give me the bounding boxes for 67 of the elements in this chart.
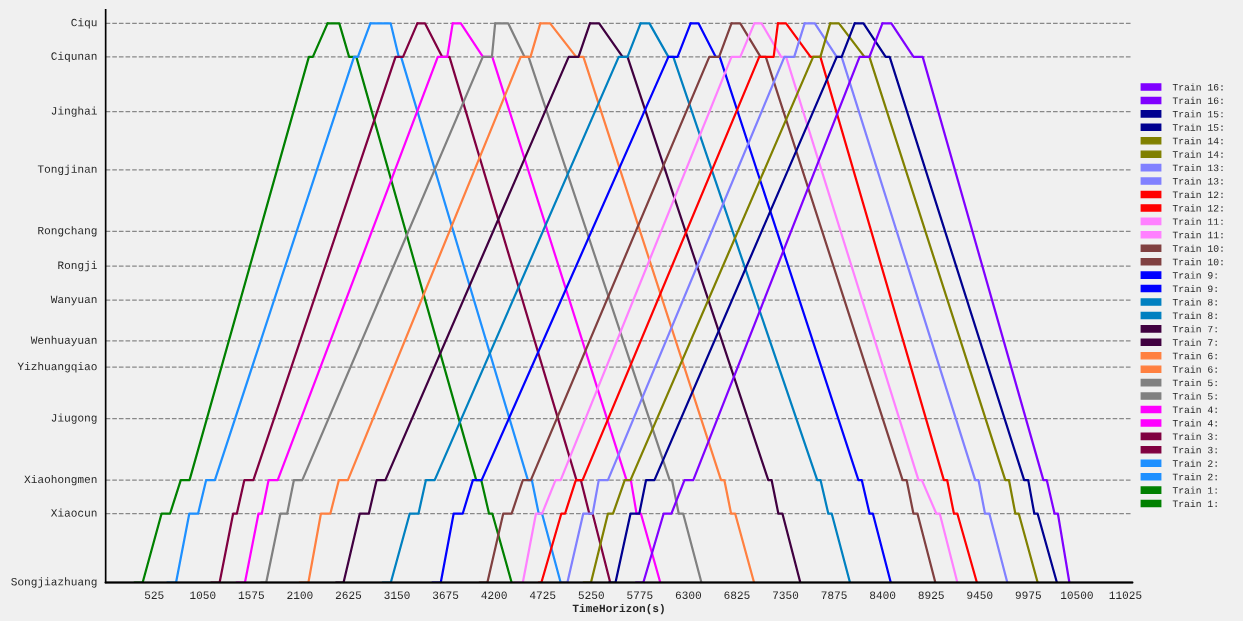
legend-label: Train 1:: [1172, 486, 1217, 494]
x-tick-label: 1050: [190, 591, 216, 599]
x-tick-label: 4725: [529, 591, 556, 599]
legend-label: Train 4:: [1172, 405, 1217, 414]
x-tick-label: 3675: [432, 591, 459, 599]
legend-label: Train 9:: [1172, 284, 1217, 293]
legend-label: Train 11:: [1172, 217, 1223, 225]
legend-label: Train 10:: [1172, 244, 1223, 252]
legend-label: Train 8:: [1172, 311, 1217, 319]
ref-line-label: Yizhuangqiao: [17, 362, 97, 373]
ref-line-label: Ciqu: [71, 18, 97, 29]
ref-line-label: Xiaohongmen: [24, 475, 97, 486]
x-tick-label: 2625: [335, 591, 362, 599]
legend-label: Train 12:: [1172, 204, 1223, 212]
x-tick-label: 10500: [1061, 591, 1093, 599]
legend-label: Train 1:: [1172, 499, 1217, 508]
legend-label: Train 15:: [1172, 123, 1223, 131]
ref-line-label: Xiaocun: [50, 508, 97, 517]
legend-label: Train 3:: [1172, 432, 1217, 440]
legend-label: Train 4:: [1172, 419, 1217, 427]
legend-label: Train 7:: [1172, 325, 1217, 333]
ref-line-label: Tongjinan: [37, 164, 97, 176]
legend-label: Train 2:: [1172, 459, 1217, 467]
x-tick-label: 525: [144, 591, 164, 599]
legend-label: Train 7:: [1172, 338, 1217, 346]
x-tick-label: 7350: [773, 591, 799, 599]
legend-label: Train 6:: [1172, 365, 1217, 373]
legend-label: Train 14:: [1172, 150, 1223, 158]
legend-label: Train 2:: [1172, 473, 1217, 481]
ref-line-label: Rongji: [58, 260, 97, 272]
legend-label: Train 5:: [1172, 379, 1217, 387]
ref-line-label: Wanyuan: [50, 295, 97, 306]
x-tick-label: 8400: [870, 591, 896, 599]
x-tick-label: 9450: [967, 591, 993, 599]
x-tick-label: 4200: [481, 591, 507, 599]
x-tick-label: 1575: [238, 591, 264, 599]
legend-label: Train 9:: [1172, 271, 1217, 279]
x-tick-label: 7875: [821, 591, 847, 599]
legend-label: Train 8:: [1172, 298, 1217, 306]
x-tick-label: 9975: [1015, 591, 1041, 599]
legend-label: Train 13:: [1172, 164, 1223, 172]
legend-label: Train 16:: [1172, 83, 1223, 91]
legend-label: Train 11:: [1172, 231, 1223, 239]
legend-label: Train 15:: [1172, 110, 1223, 118]
legend-label: Train 12:: [1172, 190, 1223, 199]
legend-label: Train 6:: [1172, 352, 1217, 360]
x-axis-title: TimeHorizon(s): [572, 603, 664, 615]
x-tick-label: 6825: [724, 591, 750, 599]
x-tick-label: 6300: [675, 591, 702, 599]
ref-line-label: Jiugong: [51, 413, 97, 424]
legend-label: Train 10:: [1172, 258, 1223, 266]
x-tick-label: 8925: [918, 591, 944, 599]
legend-label: Train 3:: [1172, 446, 1217, 454]
x-tick-label: 3150: [384, 591, 410, 599]
x-tick-label: 2100: [287, 591, 313, 599]
x-tick-label: 11025: [1109, 591, 1142, 599]
legend-label: Train 16:: [1172, 96, 1223, 104]
legend-label: Train 5:: [1172, 392, 1217, 400]
ref-line-label: Ciqunan: [51, 51, 97, 63]
ref-line-label: Rongchang: [38, 226, 97, 237]
x-tick-label: 5250: [578, 591, 604, 599]
legend-label: Train 14:: [1172, 137, 1223, 145]
ref-line-label: Jinghai: [51, 106, 97, 117]
ref-line-label: Songjiazhuang: [11, 577, 97, 588]
ref-line-label: Wenhuayuan: [30, 335, 97, 347]
legend-label: Train 13:: [1172, 177, 1223, 185]
x-tick-label: 5775: [627, 591, 653, 599]
